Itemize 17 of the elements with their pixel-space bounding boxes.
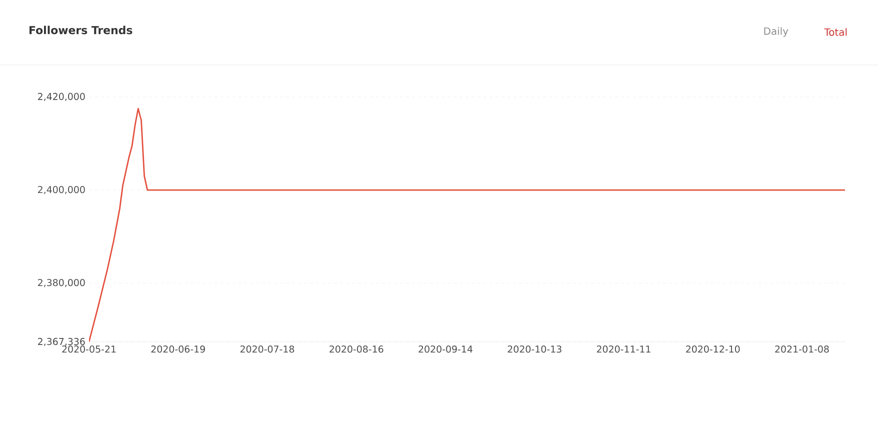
line-series — [89, 108, 846, 342]
text: Total — [824, 28, 847, 36]
x-tick-label: 2020-09-14 — [418, 346, 472, 353]
y-tick-label: 2,367,336 — [38, 338, 85, 346]
x-tick-label: 2021-01-08 — [775, 346, 829, 353]
y-tick-label: 2,400,000 — [38, 186, 85, 194]
y-tick-label: 2,380,000 — [38, 279, 85, 288]
x-tick-label: 2020-12-10 — [686, 346, 740, 353]
x-tick-label: 2020-10-13 — [508, 346, 562, 353]
x-tick-label: 2020-05-21 — [62, 346, 116, 353]
y-tick-label: 2,420,000 — [38, 92, 85, 102]
x-tick-label: 2020-11-11 — [596, 346, 650, 353]
x-tick-label: 2020-07-18 — [240, 346, 294, 353]
text: Daily — [764, 27, 788, 37]
x-tick-label: 2020-08-16 — [330, 346, 384, 353]
x-tick-label: 2020-06-19 — [151, 346, 205, 353]
chart-title: Followers Trends — [30, 26, 132, 34]
